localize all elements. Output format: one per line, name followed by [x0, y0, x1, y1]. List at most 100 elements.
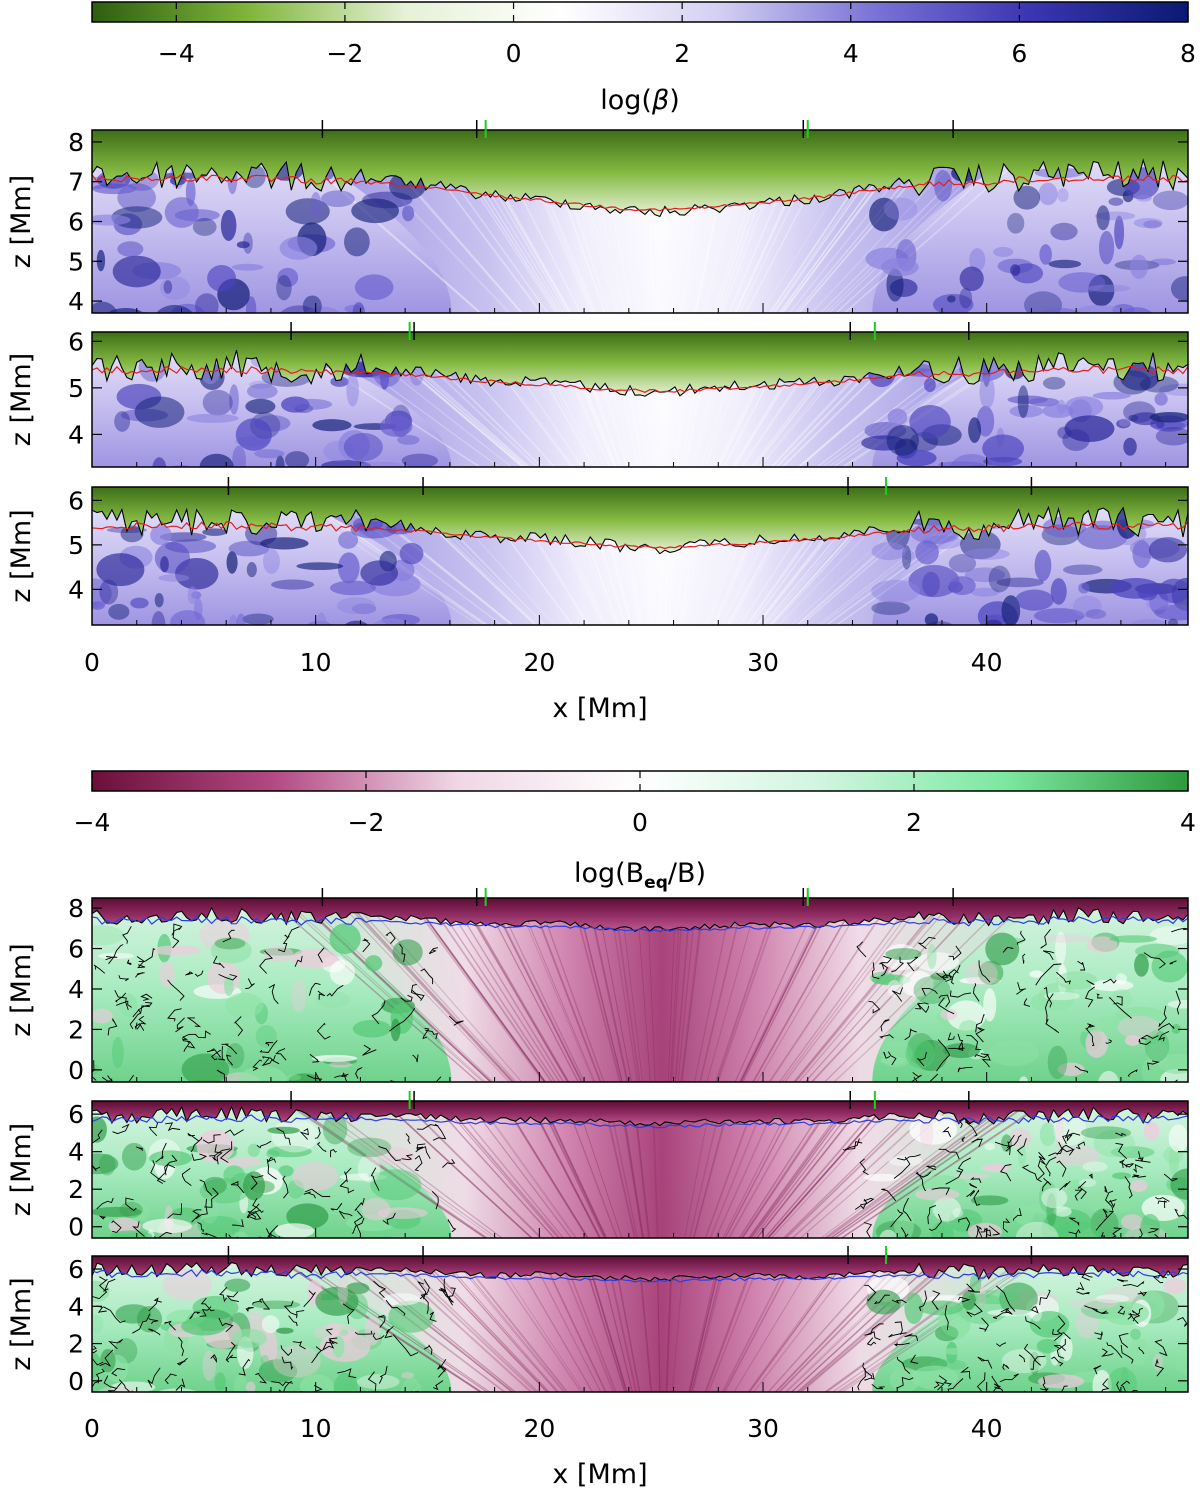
bottom-panel-2-contour-fragment	[957, 1157, 972, 1175]
bottom-panel-2-frame	[91, 1100, 1189, 1239]
top-panel-2-blob	[1042, 376, 1066, 390]
bottom-panel-3-contour-fragment	[1128, 1307, 1143, 1316]
bottom-panel-2-contour-fragment	[890, 1209, 904, 1228]
top-panel-2-blob	[152, 457, 167, 467]
bottom-panel-1-contour-fragment	[362, 1044, 377, 1056]
bottom-panel-1-contour-fragment	[1113, 996, 1123, 1006]
bottom-panel-3-contour-fragment	[1070, 1391, 1073, 1392]
bottom-panel-3-contour-fragment	[372, 1332, 385, 1341]
bottom-panel-3-contour-fragment	[103, 1278, 116, 1292]
bottom-panel-2-blob	[1053, 1114, 1087, 1146]
bottom-panel-3-fibril	[824, 1256, 1013, 1392]
bottom-panel-1-ylabel: z [Mm]	[6, 943, 37, 1036]
top-panel-1-upper-atmosphere	[92, 130, 1188, 217]
top-colorbar-tick-label: 8	[1180, 39, 1196, 68]
bottom-panel-2-contour-fragment	[202, 1134, 221, 1144]
bottom-panel-2-contour-fragment	[339, 1179, 355, 1194]
bottom-panel-1-contour-fragment	[966, 1034, 982, 1050]
bottom-colorbar: −4 −2 0 2 4 log(Beq/B)	[74, 770, 1196, 893]
top-panel-1-blob	[881, 257, 919, 277]
bottom-panel-1-contour-fragment	[1042, 950, 1055, 961]
bottom-panel-2-fibril	[748, 1101, 848, 1238]
bottom-panel-3-contour-fragment	[1000, 1307, 1013, 1315]
bottom-panel-2-contour-fragment	[1045, 1156, 1057, 1177]
top-panel-1-blob	[352, 302, 365, 313]
bottom-panel-2-contour-fragment	[112, 1123, 130, 1135]
bottom-panel-2-fibril	[430, 1101, 555, 1238]
bottom-panel-3-contour-fragment	[1095, 1310, 1109, 1315]
bottom-panel-2-contour-fragment	[1042, 1177, 1052, 1192]
bottom-panel-1-fibril	[411, 898, 546, 1082]
bottom-panel-1-blob	[364, 955, 383, 972]
bottom-panel-3-contour-fragment	[1106, 1342, 1123, 1358]
bottom-panel-3-contour-fragment	[226, 1291, 239, 1303]
top-panel-2-contour-black	[92, 349, 1188, 397]
bottom-panel-1-blob	[871, 974, 911, 986]
bottom-panel-2-blob	[292, 1161, 339, 1191]
bottom-panel-2-blob	[322, 1114, 348, 1145]
bottom-panel-2-contour-fragment	[382, 1212, 396, 1226]
bottom-panel-3-contour-fragment	[1154, 1358, 1165, 1377]
bottom-panel-2-fibril	[830, 1101, 1024, 1238]
top-panel-3-blob	[154, 593, 164, 608]
bottom-panel-1-contour-fragment	[1023, 998, 1031, 1007]
bottom-panel-1-blob	[1124, 1035, 1141, 1046]
bottom-panel-2-fibril	[749, 1101, 851, 1238]
bottom-colorbar-title-pre: log(B	[574, 858, 644, 889]
bottom-panel-3-contour-fragment	[996, 1342, 1007, 1347]
bottom-panel-2-fibril	[402, 1101, 542, 1238]
bottom-panel-1-blob	[1047, 1045, 1068, 1080]
bottom-panel-2-blob	[954, 1172, 991, 1180]
bottom-panel-3-contour-fragment	[373, 1280, 387, 1299]
bottom-panel-3-contour-fragment	[218, 1317, 234, 1333]
bottom-panel-3-blob	[233, 1375, 248, 1392]
bottom-panel-1-blob	[1086, 936, 1118, 953]
bottom-panel-1-contour-fragment	[1056, 971, 1071, 985]
top-panel-2-ylabel: z [Mm]	[6, 353, 37, 446]
top-panel-3-blob	[970, 587, 1000, 597]
bottom-panel-1-fibril	[613, 898, 641, 1082]
bottom-panel-3: 0 2 4 6 z [Mm]	[6, 1246, 1189, 1396]
top-panel-1-blob	[959, 287, 973, 309]
bottom-panel-3-contour-fragment	[132, 1313, 151, 1334]
bottom-panel-2-contour-fragment	[1105, 1190, 1114, 1211]
bottom-panel-2-contour-fragment	[893, 1156, 911, 1179]
bottom-panel-1-contour-fragment	[883, 1051, 891, 1059]
bottom-panel-3-contour-fragment	[367, 1371, 377, 1392]
bottom-panel-3-blob	[401, 1377, 422, 1392]
bottom-panel-1-blob	[225, 992, 264, 1018]
top-panel-1-ytick-label: 4	[68, 287, 84, 316]
bottom-panel-1-fibril	[494, 898, 585, 1082]
top-panel-1-blob	[1129, 254, 1149, 280]
bottom-panel-1-blob	[905, 1038, 935, 1069]
bottom-panel-1-blob	[1055, 931, 1067, 966]
bottom-panel-3-contour-fragment	[1002, 1363, 1010, 1370]
top-panel-1-contour-black	[92, 158, 1188, 218]
bottom-panel-2-contour-fragment	[1137, 1151, 1144, 1162]
top-panel-2-blob	[134, 396, 185, 428]
bottom-panel-1-contour-fragment	[1171, 927, 1188, 933]
bottom-panel-1-contour-fragment	[326, 984, 344, 997]
bottom-panel-1-fibril	[784, 898, 927, 1082]
bottom-panel-2-blob	[1017, 1144, 1027, 1167]
bottom-panel-3-fibril	[747, 1256, 847, 1392]
bottom-panel-3-blob	[866, 1289, 902, 1315]
bottom-panel-2-contour-fragment	[1016, 1138, 1027, 1156]
bottom-panel-3-blob	[1068, 1298, 1119, 1309]
bottom-panel-1-blob	[288, 1073, 320, 1082]
top-panel-3-blob	[96, 553, 145, 587]
bottom-panel-2-contour-fragment	[212, 1154, 218, 1162]
bottom-panel-2-fibril	[750, 1101, 855, 1238]
top-xtick-label: 20	[523, 648, 555, 677]
bottom-panel-1-contour-fragment	[93, 964, 106, 974]
bottom-panel-3-contour-fragment	[992, 1386, 1000, 1392]
bottom-panel-3-contour-fragment	[280, 1345, 293, 1356]
bottom-panel-2-contour-fragment	[1058, 1141, 1075, 1156]
top-panel-1-ytick-label: 6	[68, 208, 84, 237]
bottom-panel-3-contour-fragment	[1039, 1289, 1051, 1306]
bottom-panel-3-contour-fragment	[1177, 1317, 1188, 1327]
bottom-panel-2-blob	[370, 1169, 422, 1201]
top-panel-2-blob	[346, 373, 359, 407]
bottom-panel-3-contour-fragment	[95, 1368, 105, 1384]
bottom-panel-3-blob	[961, 1290, 976, 1311]
